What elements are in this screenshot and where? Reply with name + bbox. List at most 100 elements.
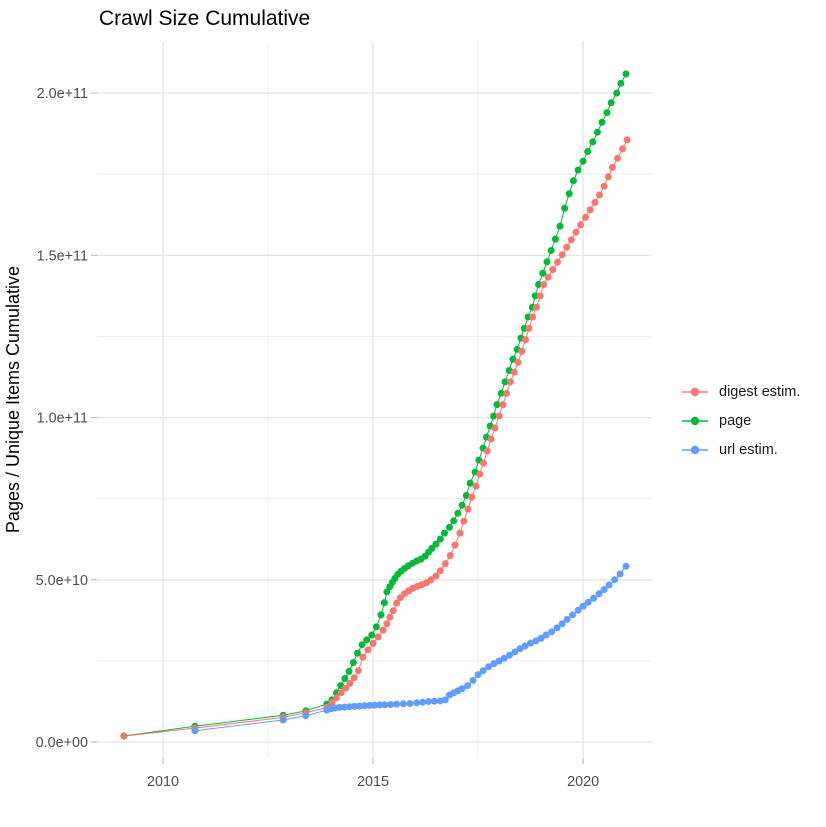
data-point [458, 501, 466, 509]
data-point [354, 649, 361, 657]
data-point [518, 347, 526, 355]
data-point [436, 567, 444, 575]
data-point [374, 633, 382, 641]
y-tick-label-1.0e+11: 1.0e+11 [37, 411, 88, 427]
legend-key-point [690, 387, 700, 396]
data-point [569, 177, 577, 185]
data-point [441, 529, 448, 537]
x-tick-label-2010: 2010 [147, 774, 179, 790]
y-tick-label-5.0e+10: 5.0e+10 [36, 573, 88, 589]
data-point [600, 182, 608, 190]
data-point [379, 626, 387, 634]
data-point [623, 136, 631, 144]
data-point [468, 493, 476, 501]
data-point [605, 581, 613, 589]
data-point [579, 157, 587, 165]
data-point [372, 623, 380, 631]
data-point [493, 401, 501, 409]
x-tick-label-2015: 2015 [357, 774, 389, 790]
data-point [460, 517, 468, 525]
data-point [537, 634, 545, 642]
data-point [432, 572, 440, 580]
data-point [563, 243, 571, 251]
legend-item-0: digest estim. [680, 377, 800, 406]
data-point [432, 540, 440, 548]
data-point [454, 509, 462, 517]
data-point [376, 701, 384, 709]
data-point [497, 389, 505, 397]
data-point [456, 529, 464, 537]
legend-key-point [690, 445, 700, 454]
data-point [446, 552, 454, 559]
data-point [579, 602, 587, 610]
data-point [614, 154, 621, 162]
data-point [551, 235, 559, 243]
data-point [556, 222, 564, 230]
data-point [487, 435, 495, 443]
data-point [561, 204, 569, 212]
data-point [574, 166, 582, 174]
data-point [514, 358, 522, 366]
data-point [351, 702, 358, 710]
data-point [525, 324, 533, 332]
data-point [371, 701, 379, 709]
data-point [506, 378, 514, 386]
data-point [345, 667, 353, 675]
data-point [476, 470, 484, 478]
legend-key-point [690, 416, 700, 425]
data-point [577, 221, 585, 229]
data-point [349, 659, 357, 667]
data-point [446, 523, 453, 531]
data-point [548, 628, 556, 636]
data-point [547, 247, 555, 254]
data-point [510, 368, 518, 376]
data-point [469, 676, 477, 684]
data-point [419, 698, 427, 706]
legend-item-label: digest estim. [719, 383, 801, 400]
data-point [464, 505, 472, 513]
data-point [191, 727, 199, 735]
data-point [565, 190, 573, 198]
series-page [120, 70, 630, 740]
data-point [529, 313, 537, 321]
data-point [609, 163, 616, 171]
data-point [582, 213, 590, 221]
data-point [501, 378, 509, 386]
data-point [350, 674, 358, 682]
data-point [590, 594, 598, 602]
data-point [474, 671, 482, 679]
data-point [586, 206, 594, 214]
data-point [466, 479, 474, 487]
data-point [595, 590, 603, 598]
data-point [558, 251, 566, 259]
data-point [619, 145, 627, 153]
legend: digest estim. page url estim. [680, 377, 800, 464]
data-point [356, 702, 364, 710]
data-point [616, 570, 624, 578]
data-point [593, 128, 601, 136]
data-point [341, 675, 349, 682]
data-point [611, 576, 619, 584]
data-point [369, 639, 377, 647]
data-point [441, 696, 449, 704]
series-line [123, 139, 628, 737]
gridlines-major [97, 41, 652, 758]
data-point [302, 712, 310, 720]
data-point [503, 389, 511, 397]
data-point [359, 653, 367, 661]
data-point [430, 697, 438, 705]
data-point [589, 138, 597, 146]
data-point [607, 99, 615, 107]
data-point [584, 598, 592, 606]
y-tick-label-1.5e+11: 1.5e+11 [37, 248, 88, 264]
data-point [425, 698, 432, 705]
data-point [554, 258, 561, 266]
data-point [358, 641, 366, 649]
data-point [366, 701, 374, 709]
data-point [363, 636, 371, 644]
data-point [380, 599, 388, 607]
data-point [539, 269, 547, 277]
data-point [399, 700, 407, 708]
data-point [543, 258, 551, 266]
